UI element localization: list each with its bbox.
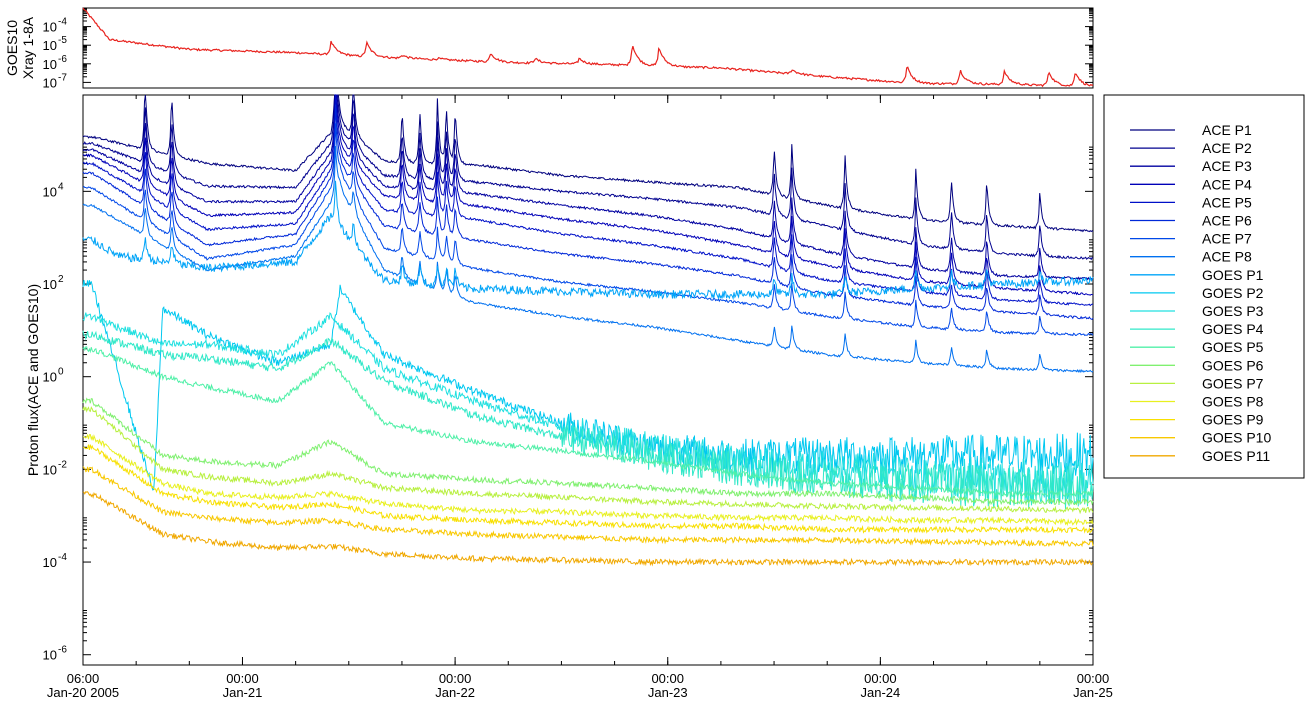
proton-series [82, 94, 1094, 567]
xray-y-tick-exponent: -6 [58, 54, 67, 65]
legend: ACE P1 ACE P2 ACE P3 ACE P4 ACE P5 ACE P6 ACE … [1103, 94, 1305, 479]
x-tick-time: 00:00 [1077, 671, 1110, 686]
xray-ylabel-line-2: Xray 1-8A [20, 16, 36, 79]
proton-y-tick-exponent: -2 [58, 459, 67, 470]
proton-y-tick-exponent: 0 [58, 367, 64, 378]
legend-label: ACE P5 [1202, 194, 1252, 210]
proton-y-tick-label: 10 [43, 462, 57, 477]
x-tick-date: Jan-25 [1073, 685, 1113, 700]
x-tick-time: 00:00 [864, 671, 897, 686]
xray-series [82, 7, 1094, 88]
legend-label: ACE P3 [1202, 158, 1252, 174]
legend-frame [1103, 94, 1305, 479]
xray-y-tick-label: 10 [43, 75, 57, 90]
legend-label: GOES P4 [1202, 321, 1264, 337]
legend-label: ACE P1 [1202, 122, 1252, 138]
legend-label: GOES P5 [1202, 339, 1264, 355]
xray-panel: 10-710-610-510-4 GOES10 Xray 1-8A [4, 7, 1094, 90]
xray-y-tick-label: 10 [43, 57, 57, 72]
series-line-goes-p10 [82, 466, 1094, 548]
xray-y-tick-exponent: -5 [58, 35, 67, 46]
series-line-goes-p1 [82, 180, 1094, 301]
series-line-goes-p5 [82, 346, 1094, 499]
x-tick-time: 00:00 [651, 671, 684, 686]
proton-y-tick-label: 10 [43, 184, 57, 199]
xray-panel-frame [82, 7, 1094, 89]
proton-panel-frame [82, 94, 1094, 666]
legend-label: GOES P3 [1202, 303, 1264, 319]
proton-y-tick-exponent: -4 [58, 552, 67, 563]
legend-label: ACE P2 [1202, 140, 1252, 156]
legend-label: ACE P6 [1202, 213, 1252, 229]
proton-y-tick-label: 10 [43, 370, 57, 385]
series-line-ace-p7 [82, 123, 1094, 337]
proton-y-tick-exponent: -6 [58, 645, 67, 656]
series-line-goes-p4 [82, 330, 1094, 510]
x-tick-date: Jan-22 [435, 685, 475, 700]
x-tick-date: Jan-23 [648, 685, 688, 700]
xray-y-tick-exponent: -4 [58, 17, 67, 28]
legend-label: GOES P8 [1202, 394, 1264, 410]
xray-y-tick-exponent: -7 [58, 72, 67, 83]
x-tick-date: Jan-20 2005 [47, 685, 119, 700]
series-line-ace-p6 [82, 104, 1094, 320]
xray-y-tick-label: 10 [43, 20, 57, 35]
proton-ylabel: Proton flux(ACE and GOES10) [25, 284, 41, 476]
x-tick-time: 06:00 [67, 671, 100, 686]
legend-label: GOES P7 [1202, 375, 1264, 391]
x-tick-date: Jan-21 [223, 685, 263, 700]
x-tick-date: Jan-24 [860, 685, 900, 700]
proton-y-tick-exponent: 2 [58, 274, 64, 285]
series-line-goes-p7 [82, 406, 1094, 515]
series-line-goes-p2 [82, 280, 1094, 491]
legend-label: ACE P4 [1202, 176, 1252, 192]
x-tick-time: 00:00 [439, 671, 472, 686]
legend-label: GOES P9 [1202, 412, 1264, 428]
series-line-ace-p3 [82, 94, 1094, 281]
xray-y-tick-label: 10 [43, 38, 57, 53]
series-line-goes-p11 [82, 491, 1094, 567]
legend-label: GOES P10 [1202, 430, 1271, 446]
series-line-ace-p8 [82, 145, 1094, 374]
proton-y-tick-exponent: 4 [58, 181, 64, 192]
series-line-ace-p2 [82, 94, 1094, 261]
xray-ylabel-line-1: GOES10 [4, 20, 20, 76]
xray-line [82, 7, 1094, 88]
legend-label: ACE P7 [1202, 231, 1252, 247]
proton-y-tick-label: 10 [43, 555, 57, 570]
series-line-goes-p9 [82, 444, 1094, 534]
legend-label: GOES P11 [1202, 448, 1270, 464]
series-line-goes-p8 [82, 433, 1094, 527]
legend-label: ACE P8 [1202, 249, 1252, 265]
series-line-ace-p5 [82, 94, 1094, 307]
series-line-ace-p4 [82, 94, 1094, 296]
series-line-goes-p3 [82, 312, 1094, 505]
series-line-goes-p6 [82, 397, 1094, 506]
legend-label: GOES P1 [1202, 267, 1264, 283]
proton-y-tick-label: 10 [43, 648, 57, 663]
xray-y-axis: 10-710-610-510-4 [43, 8, 1093, 90]
series-line-ace-p1 [82, 94, 1094, 233]
legend-label: GOES P6 [1202, 357, 1264, 373]
proton-y-tick-label: 10 [43, 277, 57, 292]
legend-label: GOES P2 [1202, 285, 1264, 301]
x-tick-time: 00:00 [226, 671, 259, 686]
